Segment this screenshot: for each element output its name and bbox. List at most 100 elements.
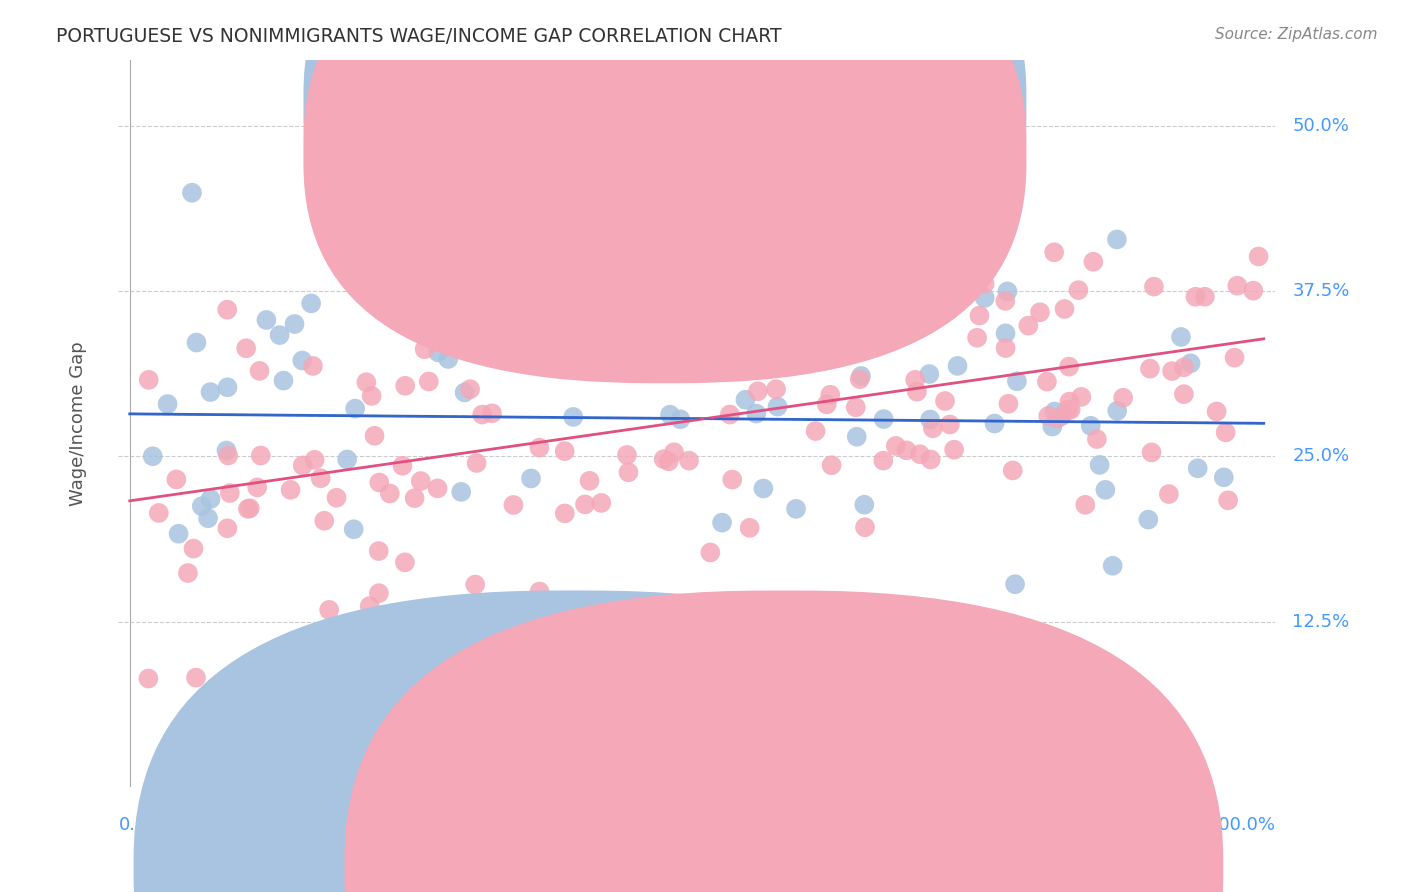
Point xyxy=(249,449,271,463)
Point xyxy=(148,506,170,520)
Point xyxy=(873,412,896,426)
Point xyxy=(700,332,723,346)
Point xyxy=(529,441,551,455)
Point xyxy=(1140,445,1163,459)
Point xyxy=(766,400,789,414)
Point xyxy=(183,541,205,556)
Point xyxy=(868,286,890,301)
Point xyxy=(662,445,685,459)
Point xyxy=(138,672,160,686)
Text: Portuguese: Portuguese xyxy=(619,861,713,879)
Point xyxy=(236,501,259,516)
Text: -0.013: -0.013 xyxy=(731,92,789,107)
Point xyxy=(659,408,682,422)
Point xyxy=(711,516,734,530)
Point xyxy=(1137,513,1160,527)
Point xyxy=(665,338,688,352)
Point xyxy=(239,501,262,516)
Point xyxy=(1060,402,1083,417)
Point xyxy=(592,336,614,351)
Point xyxy=(853,498,876,512)
Point xyxy=(596,341,619,355)
Point xyxy=(336,452,359,467)
Text: N= 145: N= 145 xyxy=(789,143,851,158)
Point xyxy=(946,359,969,373)
Point xyxy=(872,453,894,467)
Point xyxy=(939,417,962,432)
Point xyxy=(318,603,340,617)
Point xyxy=(1085,432,1108,446)
Point xyxy=(922,421,945,435)
Point xyxy=(607,290,630,304)
Point xyxy=(217,521,239,535)
Point xyxy=(217,380,239,394)
Point xyxy=(658,454,681,468)
Point xyxy=(884,439,907,453)
Point xyxy=(269,328,291,343)
Point xyxy=(200,385,222,400)
Point xyxy=(845,430,868,444)
Point xyxy=(165,472,187,486)
Point xyxy=(761,342,783,356)
Point xyxy=(562,409,585,424)
Point xyxy=(450,484,472,499)
Point xyxy=(177,566,200,580)
Point xyxy=(1216,493,1239,508)
Point xyxy=(458,305,481,319)
Point xyxy=(1187,461,1209,475)
Point xyxy=(437,351,460,366)
Point xyxy=(465,456,488,470)
Point xyxy=(920,298,942,312)
Point xyxy=(858,341,880,355)
Point xyxy=(283,317,305,331)
Text: 100.0%: 100.0% xyxy=(1208,816,1275,834)
Point xyxy=(699,545,721,559)
Point xyxy=(447,666,470,681)
Point xyxy=(1001,463,1024,477)
Point xyxy=(908,447,931,461)
Point xyxy=(1223,351,1246,365)
Point xyxy=(217,302,239,317)
Point xyxy=(920,452,942,467)
Text: Source: ZipAtlas.com: Source: ZipAtlas.com xyxy=(1215,27,1378,42)
Point xyxy=(718,304,741,318)
Point xyxy=(820,388,842,402)
Point xyxy=(367,586,389,600)
Point xyxy=(1157,487,1180,501)
Point xyxy=(1059,394,1081,409)
Point xyxy=(464,577,486,591)
Point xyxy=(1074,498,1097,512)
Point xyxy=(1056,403,1078,417)
Point xyxy=(246,480,269,494)
Point xyxy=(367,544,389,558)
Point xyxy=(654,271,676,285)
Point xyxy=(200,491,222,506)
Point xyxy=(1101,558,1123,573)
Point xyxy=(718,408,741,422)
Point xyxy=(453,385,475,400)
Point xyxy=(1105,232,1128,246)
Point xyxy=(752,482,775,496)
Point xyxy=(848,372,870,386)
Point xyxy=(752,337,775,351)
Point xyxy=(904,373,927,387)
Point xyxy=(1205,404,1227,418)
Point xyxy=(184,671,207,685)
Point xyxy=(554,507,576,521)
Point xyxy=(1043,245,1066,260)
Point xyxy=(752,351,775,366)
Point xyxy=(669,412,692,426)
Point xyxy=(934,394,956,409)
Point xyxy=(302,359,325,373)
Point xyxy=(1107,404,1129,418)
Point xyxy=(249,364,271,378)
Point xyxy=(186,335,208,350)
Point xyxy=(943,442,966,457)
Point xyxy=(918,367,941,381)
Point xyxy=(1094,483,1116,497)
Point xyxy=(853,520,876,534)
Point xyxy=(721,473,744,487)
Point xyxy=(181,186,204,200)
Point xyxy=(845,401,868,415)
Point xyxy=(426,482,449,496)
